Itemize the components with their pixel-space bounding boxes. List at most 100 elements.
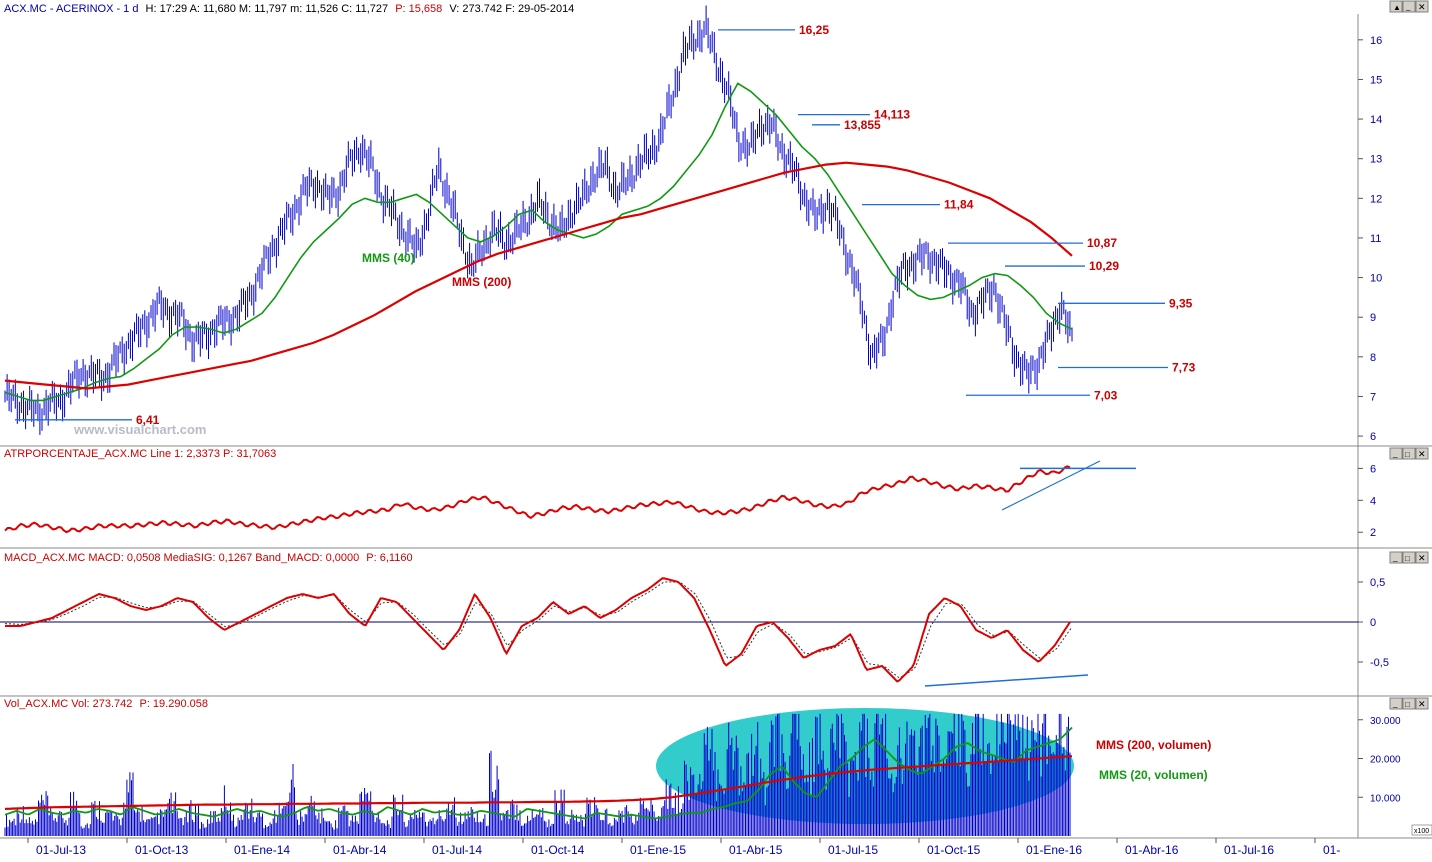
x-tick-label: 01-Oct-13 xyxy=(135,843,189,857)
atr-window-controls[interactable]: _ □ ✕ xyxy=(1389,447,1429,460)
maximize-icon: □ xyxy=(1405,700,1410,709)
level-label: 10,29 xyxy=(1089,259,1119,273)
vol-btn-maximize[interactable] xyxy=(1402,697,1416,710)
level-label: 13,855 xyxy=(844,118,881,132)
volume-window-controls[interactable]: _ □ ✕ xyxy=(1389,697,1429,710)
macd-plot xyxy=(0,577,1358,687)
x-tick-label: 01-Jul-15 xyxy=(828,843,878,857)
y-tick-label: 13 xyxy=(1370,154,1382,166)
x-tick-label: 01-Oct-14 xyxy=(531,843,585,857)
mms200-line xyxy=(4,161,1073,390)
vol-mms200-label: MMS (200, volumen) xyxy=(1096,738,1211,752)
volume-panel-header: Vol_ACX.MC Vol: 273.742 P: 19.290.058 xyxy=(4,698,208,710)
vol-mms20-line xyxy=(4,726,1073,820)
close-icon: ✕ xyxy=(1418,449,1426,459)
vol-btn-minimize[interactable] xyxy=(1389,697,1403,710)
y-tick-label: 11 xyxy=(1370,233,1381,245)
vol-mms200-line xyxy=(4,755,1073,810)
atr-line xyxy=(4,465,1071,534)
x-tick-label: 01-Oct-15 xyxy=(927,843,981,857)
y-tick-label: 30.000 xyxy=(1370,716,1401,727)
level-label: 9,35 xyxy=(1169,296,1193,310)
minimize-icon: _ xyxy=(1405,2,1411,11)
y-tick-label: 6 xyxy=(1370,463,1376,475)
macd-btn-maximize[interactable] xyxy=(1402,551,1416,564)
maximize-icon: □ xyxy=(1405,554,1410,563)
mms40-label: MMS (40) xyxy=(362,251,415,265)
unit-badge-box xyxy=(1411,824,1432,836)
atr-btn-maximize[interactable] xyxy=(1402,447,1416,460)
vol-btn-close[interactable] xyxy=(1415,697,1429,710)
vol-mms20-label: MMS (20, volumen) xyxy=(1099,768,1208,782)
y-tick-label: 2 xyxy=(1370,527,1376,539)
y-tick-label: 9 xyxy=(1370,312,1376,324)
y-tick-label: 20.000 xyxy=(1370,755,1401,766)
volume-highlight-ellipse xyxy=(656,708,1074,824)
price-bars xyxy=(4,5,1073,435)
macd-window-controls[interactable]: _ □ ✕ xyxy=(1389,551,1429,564)
y-tick-label: 10 xyxy=(1370,273,1382,285)
volume-plot xyxy=(4,713,1073,836)
y-tick-label: 8 xyxy=(1370,352,1376,364)
y-tick-label: 10.000 xyxy=(1370,793,1401,804)
axes: 6 7 8 9 10 11 12 13 14 15 16 2 4 6 0,5 0 -0,5 10.000 20.00… xyxy=(27,35,1401,857)
level-label: 11,84 xyxy=(944,198,974,212)
price-panel-header: ACX.MC - ACERINOX - 1 d H: 17:29 A: 11,6… xyxy=(4,3,574,15)
level-label: 7,03 xyxy=(1094,388,1118,402)
y-tick-label: 16 xyxy=(1370,35,1382,47)
btn-up[interactable] xyxy=(1389,0,1403,13)
macd-btn-minimize[interactable] xyxy=(1389,551,1403,564)
btn-minimize[interactable] xyxy=(1402,0,1416,13)
atr-btn-minimize[interactable] xyxy=(1389,447,1403,460)
unit-badge: x100 xyxy=(1414,828,1429,835)
x-tick-label: 01-Jul-14 xyxy=(432,843,482,857)
atr-trendline xyxy=(1001,460,1101,511)
level-label: 10,87 xyxy=(1087,236,1117,250)
macd-line xyxy=(5,577,1071,683)
mms200-label: MMS (200) xyxy=(452,275,511,289)
y-tick-label: 15 xyxy=(1370,74,1382,86)
y-tick-label: -0,5 xyxy=(1370,657,1389,669)
close-icon: ✕ xyxy=(1418,553,1426,563)
x-tick-label: 01-Ene-16 xyxy=(1026,843,1082,857)
x-tick-label: 01-Jul-13 xyxy=(36,843,86,857)
y-tick-label: 12 xyxy=(1370,193,1382,205)
x-tick-label: 01-Abr-14 xyxy=(333,843,387,857)
x-tick-label: 01-Jul-16 xyxy=(1224,843,1274,857)
atr-panel-header: ATRPORCENTAJE_ACX.MC Line 1: 2,3373 P: 3… xyxy=(4,448,276,460)
macd-trendline xyxy=(924,674,1089,687)
x-tick-label: 01-Ene-14 xyxy=(234,843,290,857)
x-tick-label: 01-Ene-15 xyxy=(630,843,686,857)
y-tick-label: 6 xyxy=(1370,431,1376,443)
atr-plot xyxy=(4,460,1136,534)
x-tick-label: 01-Abr-15 xyxy=(729,843,783,857)
level-label: 16,25 xyxy=(799,23,829,37)
mms40-line xyxy=(4,82,1073,402)
y-tick-label: 4 xyxy=(1370,495,1376,507)
y-tick-label: 0,5 xyxy=(1370,577,1385,589)
level-label: 7,73 xyxy=(1172,361,1196,375)
x-tick-label: 01- xyxy=(1323,843,1340,857)
level-label: 14,113 xyxy=(874,108,910,122)
btn-close[interactable] xyxy=(1415,0,1429,13)
y-tick-label: 0 xyxy=(1370,617,1376,629)
macd-panel-header: MACD_ACX.MC MACD: 0,0508 MediaSIG: 0,126… xyxy=(4,552,413,564)
close-icon: ✕ xyxy=(1418,699,1426,709)
volume-bars xyxy=(4,713,1071,836)
minimize-icon: _ xyxy=(1392,553,1398,562)
up-icon: ▲ xyxy=(1393,3,1401,12)
level-label: 6,41 xyxy=(136,413,160,427)
close-icon: ✕ xyxy=(1418,2,1426,12)
y-tick-label: 14 xyxy=(1370,114,1382,126)
x-tick-label: 01-Abr-16 xyxy=(1125,843,1179,857)
price-window-controls[interactable]: ▲ _ ✕ xyxy=(1389,0,1429,13)
macd-btn-close[interactable] xyxy=(1415,551,1429,564)
y-tick-label: 7 xyxy=(1370,391,1376,403)
maximize-icon: □ xyxy=(1405,450,1410,459)
minimize-icon: _ xyxy=(1392,449,1398,458)
atr-btn-close[interactable] xyxy=(1415,447,1429,460)
